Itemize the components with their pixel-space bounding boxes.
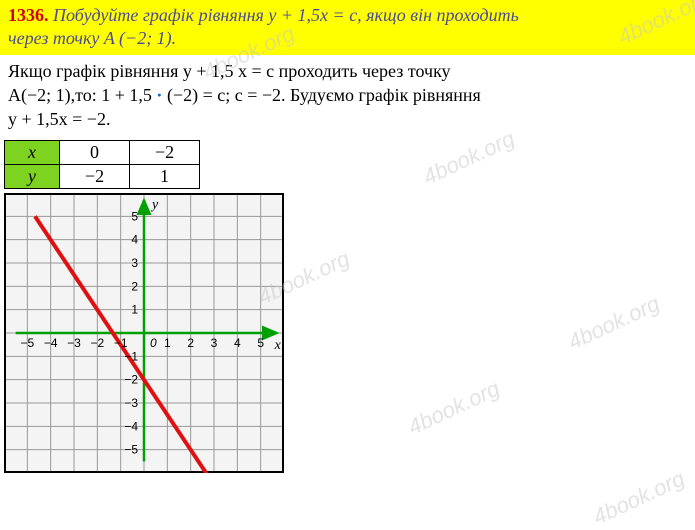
- svg-text:y: y: [150, 197, 159, 212]
- y-header: y: [5, 164, 60, 188]
- svg-text:5: 5: [131, 209, 138, 223]
- svg-text:−1: −1: [124, 349, 138, 363]
- table-row: x 0 −2: [5, 140, 200, 164]
- svg-text:−4: −4: [44, 336, 58, 350]
- svg-text:−3: −3: [124, 396, 138, 410]
- svg-text:−3: −3: [67, 336, 81, 350]
- solution-line-3: y + 1,5x = −2.: [8, 109, 110, 129]
- solution-text: Якщо графік рівняння y + 1,5 x = c прохо…: [0, 55, 695, 136]
- svg-text:3: 3: [131, 256, 138, 270]
- svg-text:−2: −2: [124, 372, 138, 386]
- svg-text:−1: −1: [114, 336, 128, 350]
- x-val-0: 0: [60, 140, 130, 164]
- svg-text:−5: −5: [124, 442, 138, 456]
- svg-text:1: 1: [131, 302, 138, 316]
- coordinate-graph: −5 −4 −3 −2 −1 1 2 3 4 5 1 2 3 4 5 −1 −2 −3 −4 −5 0 x y: [4, 193, 284, 473]
- graph-container: −5 −4 −3 −2 −1 1 2 3 4 5 1 2 3 4 5 −1 −2 −3 −4 −5 0 x y: [4, 193, 284, 473]
- x-val-1: −2: [130, 140, 200, 164]
- watermark: 4book.org: [404, 376, 504, 441]
- svg-text:x: x: [274, 338, 282, 353]
- svg-text:1: 1: [164, 336, 171, 350]
- problem-number: 1336.: [8, 5, 49, 25]
- svg-text:0: 0: [150, 336, 157, 350]
- svg-text:−5: −5: [20, 336, 34, 350]
- svg-text:3: 3: [211, 336, 218, 350]
- solution-line-2b: (−2) = c; c = −2. Будуємо графік рівнянн…: [162, 85, 480, 105]
- solution-line-1: Якщо графік рівняння y + 1,5 x = c прохо…: [8, 61, 451, 81]
- problem-text-1: Побудуйте графік рівняння y + 1,5x = c, …: [49, 5, 519, 25]
- svg-text:4: 4: [131, 232, 138, 246]
- y-val-1: 1: [130, 164, 200, 188]
- xy-table: x 0 −2 y −2 1: [4, 140, 200, 189]
- table-row: y −2 1: [5, 164, 200, 188]
- svg-text:−4: −4: [124, 419, 138, 433]
- svg-text:2: 2: [187, 336, 194, 350]
- svg-text:4: 4: [234, 336, 241, 350]
- y-val-0: −2: [60, 164, 130, 188]
- x-header: x: [5, 140, 60, 164]
- svg-text:2: 2: [131, 279, 138, 293]
- svg-text:−2: −2: [90, 336, 104, 350]
- svg-text:5: 5: [257, 336, 264, 350]
- problem-text-2: через точку A (−2; 1).: [8, 28, 176, 48]
- problem-statement: 1336. Побудуйте графік рівняння y + 1,5x…: [0, 0, 695, 55]
- watermark: 4book.org: [564, 291, 664, 356]
- solution-line-2a: A(−2; 1),то: 1 + 1,5: [8, 85, 156, 105]
- watermark: 4book.org: [589, 466, 689, 530]
